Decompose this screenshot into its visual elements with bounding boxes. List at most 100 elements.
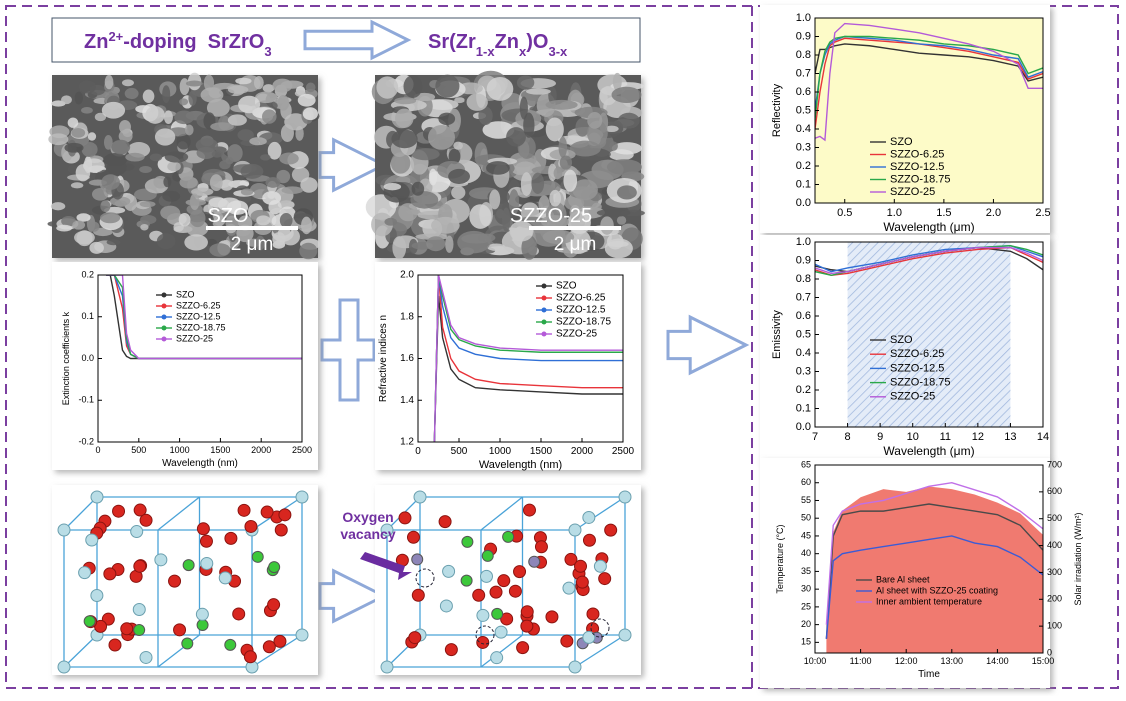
legend-label: SZZO-25 xyxy=(890,186,935,198)
sem-label: SZZO-25 xyxy=(510,205,592,227)
o-atom xyxy=(168,574,182,588)
grain xyxy=(411,181,425,196)
zn-atom xyxy=(528,555,541,568)
grain xyxy=(64,142,84,153)
series-line xyxy=(433,275,623,442)
y-tick-label: 20 xyxy=(801,619,811,629)
x-tick-label: 500 xyxy=(131,445,146,455)
grain xyxy=(219,160,231,170)
y-axis-title: Extinction coefficients k xyxy=(61,311,71,405)
sr-atom xyxy=(476,608,490,622)
grain xyxy=(395,108,414,129)
sr-atom xyxy=(494,625,508,639)
grain xyxy=(477,233,496,242)
sr-atom xyxy=(479,569,493,583)
o-atom xyxy=(112,504,126,518)
zr-atom xyxy=(460,574,473,587)
grain xyxy=(111,139,131,155)
grain xyxy=(211,211,224,229)
grain xyxy=(486,76,514,101)
grain xyxy=(538,195,550,214)
zr-atom xyxy=(181,637,194,650)
grain xyxy=(525,88,551,95)
text: 3 xyxy=(264,44,271,59)
grain xyxy=(104,74,114,90)
legend-marker xyxy=(161,292,167,298)
legend-label: Bare Al sheet xyxy=(876,574,930,584)
arrow xyxy=(318,137,388,193)
o-atom xyxy=(520,619,534,633)
grain xyxy=(265,177,281,188)
x-tick-label: 1500 xyxy=(210,445,230,455)
x-axis-title: Wavelength (μm) xyxy=(883,444,974,458)
o-atom xyxy=(243,650,257,664)
o-atom xyxy=(120,622,134,636)
grain xyxy=(383,183,402,191)
grain xyxy=(50,202,66,211)
grain xyxy=(114,200,127,207)
grain xyxy=(260,154,271,161)
grain xyxy=(87,132,97,141)
legend-marker xyxy=(541,307,547,313)
o-atom xyxy=(406,530,420,544)
grain xyxy=(88,221,100,232)
y-tick-label: 0.2 xyxy=(796,384,811,396)
o-atom xyxy=(267,598,281,612)
grain xyxy=(76,213,91,222)
o-atom xyxy=(489,585,503,599)
y-tick-label: 0.6 xyxy=(796,86,811,98)
plot-frame xyxy=(814,464,1044,654)
o-atom xyxy=(173,623,187,637)
y-tick-label: 0.2 xyxy=(796,160,811,172)
grain xyxy=(564,195,585,211)
grain xyxy=(569,140,601,157)
grain xyxy=(103,134,113,150)
grain xyxy=(572,179,598,201)
legend-label: SZO xyxy=(890,334,913,346)
grain xyxy=(453,141,463,150)
grain xyxy=(81,141,98,158)
grain xyxy=(191,187,214,196)
legend-label: Al sheet with SZZO-25 coating xyxy=(876,585,998,595)
grain xyxy=(240,188,254,196)
zr-atom xyxy=(491,607,504,620)
x-tick-label: 1000 xyxy=(489,446,512,457)
grain xyxy=(139,201,156,208)
x-tick-label: 12 xyxy=(972,431,984,443)
grain xyxy=(563,169,578,192)
series-line xyxy=(825,503,1043,639)
grain xyxy=(174,110,195,125)
y-tick-label: 0.0 xyxy=(81,353,94,363)
legend-label: SZZO-12.5 xyxy=(556,305,606,316)
grain xyxy=(71,127,86,138)
grain xyxy=(255,235,266,251)
grain xyxy=(238,95,261,114)
grain xyxy=(553,167,563,180)
grain xyxy=(267,141,282,160)
zr-atom xyxy=(268,561,281,574)
legend-marker xyxy=(541,295,547,301)
x-axis-title: Wavelength (μm) xyxy=(883,220,974,234)
o-atom xyxy=(438,515,452,529)
x-tick-label: 10:00 xyxy=(804,656,827,666)
grain xyxy=(549,189,562,207)
sr-atom xyxy=(618,490,632,504)
y-tick-label: 60 xyxy=(801,477,811,487)
grain xyxy=(542,229,575,245)
grain xyxy=(101,174,120,190)
grain xyxy=(106,239,121,246)
series-line xyxy=(433,295,623,442)
sr-atom xyxy=(132,602,146,616)
grain xyxy=(600,216,614,235)
legend-label: Inner ambient temperature xyxy=(876,596,982,606)
y-tick-label: 0.6 xyxy=(796,310,811,322)
grain xyxy=(78,80,96,94)
grain xyxy=(167,161,181,172)
grain xyxy=(160,205,181,220)
grain xyxy=(227,85,249,94)
legend-label: SZZO-6.25 xyxy=(890,348,944,360)
grain xyxy=(394,97,417,105)
series-line xyxy=(815,246,1043,275)
o-atom xyxy=(586,607,600,621)
grain xyxy=(482,121,515,139)
